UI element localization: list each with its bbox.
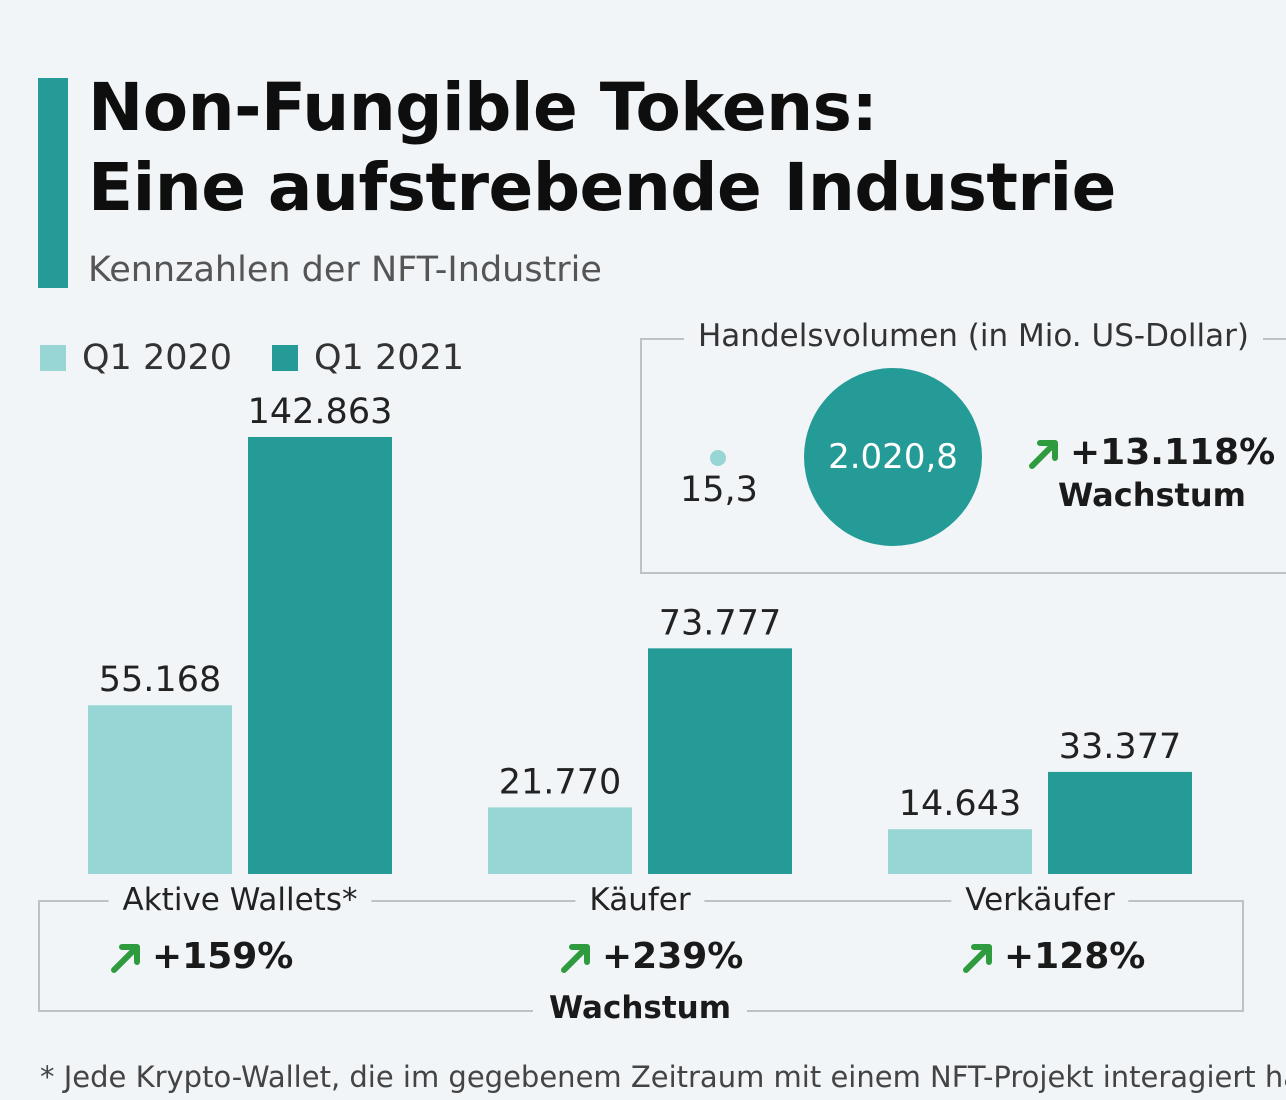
bar-aktive-wallets-q1-2020 xyxy=(88,705,232,874)
growth-value-kaeufer: +239% xyxy=(602,936,744,977)
growth-verkaeufer: +128% xyxy=(962,936,1145,977)
category-label-verkaeufer: Verkäufer xyxy=(951,882,1129,918)
arrow-up-right-icon xyxy=(111,943,140,973)
bar-label-aktive-wallets-q1-2020: 55.168 xyxy=(99,660,221,700)
title-accent-bar xyxy=(38,78,68,288)
volume-q1-2020-dot xyxy=(710,450,726,466)
growth-aktive-wallets: +159% xyxy=(110,936,293,977)
chart-title-line-1: Non-Fungible Tokens: xyxy=(88,69,878,146)
legend-label-q1-2021: Q1 2021 xyxy=(314,338,465,378)
arrow-up-right-icon xyxy=(1029,439,1058,469)
volume-growth: +13.118% xyxy=(1028,432,1275,473)
chart-subtitle: Kennzahlen der NFT-Industrie xyxy=(88,250,602,290)
growth-label: Wachstum xyxy=(532,990,748,1026)
trading-volume-title: Handelsvolumen (in Mio. US-Dollar) xyxy=(684,318,1263,354)
growth-value-aktive-wallets: +159% xyxy=(152,936,294,977)
bar-verk-ufer-q1-2020 xyxy=(888,829,1032,874)
bar-label-verk-ufer-q1-2020: 14.643 xyxy=(899,784,1021,824)
bar-k-ufer-q1-2020 xyxy=(488,807,632,874)
chart-title-line-2: Eine aufstrebende Industrie xyxy=(88,149,1116,226)
bar-verk-ufer-q1-2021 xyxy=(1048,771,1192,874)
bar-label-aktive-wallets-q1-2021: 142.863 xyxy=(248,392,393,432)
bar-label-verk-ufer-q1-2021: 33.377 xyxy=(1059,727,1181,767)
category-label-kaeufer: Käufer xyxy=(575,882,705,918)
legend-item-q1-2021: Q1 2021 xyxy=(272,338,464,378)
footnote: * Jede Krypto-Wallet, die im gegebenem Z… xyxy=(40,1060,1286,1094)
arrow-up-right-icon xyxy=(561,943,590,973)
bar-label-k-ufer-q1-2020: 21.770 xyxy=(499,762,621,802)
legend-item-q1-2020: Q1 2020 xyxy=(40,338,232,378)
growth-value-verkaeufer: +128% xyxy=(1004,936,1146,977)
legend-swatch-q1-2020 xyxy=(40,345,66,371)
bar-label-k-ufer-q1-2021: 73.777 xyxy=(659,603,781,643)
volume-growth-value: +13.118% xyxy=(1070,432,1276,473)
bar-aktive-wallets-q1-2021 xyxy=(248,437,392,874)
volume-q1-2021-circle: 2.020,8 xyxy=(804,368,982,546)
category-label-aktive-wallets: Aktive Wallets* xyxy=(108,882,372,918)
volume-q1-2020-value: 15,3 xyxy=(680,470,758,510)
growth-kaeufer: +239% xyxy=(560,936,743,977)
volume-q1-2021-value: 2.020,8 xyxy=(828,437,958,477)
legend-swatch-q1-2021 xyxy=(272,345,298,371)
arrow-up-right-icon xyxy=(963,943,992,973)
bar-k-ufer-q1-2021 xyxy=(648,648,792,874)
legend-label-q1-2020: Q1 2020 xyxy=(82,338,233,378)
chart-title: Non-Fungible Tokens: Eine aufstrebende I… xyxy=(88,68,1116,228)
volume-growth-label: Wachstum xyxy=(1058,476,1246,514)
